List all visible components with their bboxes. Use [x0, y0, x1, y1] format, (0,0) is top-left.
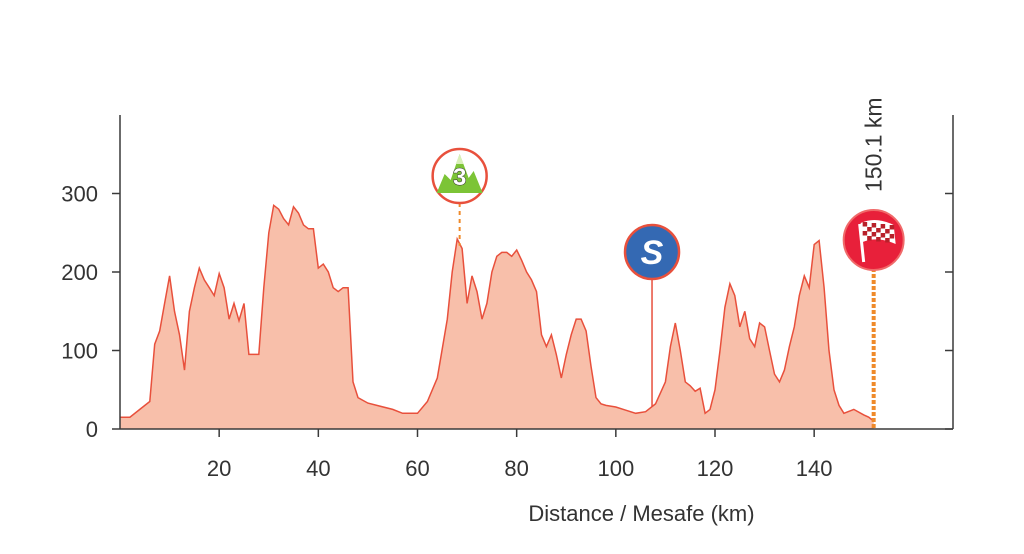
route-markers: 3 S 150.1 km: [431, 97, 905, 429]
x-tick-label: 60: [405, 456, 429, 481]
y-axis-ticks: 0 100 200 300: [61, 182, 953, 442]
finish-distance-label: 150.1 km: [861, 97, 887, 192]
x-tick-label: 20: [207, 456, 231, 481]
sprint-marker: S: [623, 223, 681, 407]
y-tick-label: 200: [61, 260, 98, 285]
elevation-line: [120, 203, 875, 422]
x-tick-label: 120: [697, 456, 734, 481]
x-axis-ticks: 20 40 60 80 100 120 140: [207, 429, 833, 481]
x-tick-label: 40: [306, 456, 330, 481]
elevation-area: [120, 205, 874, 429]
y-tick-label: 300: [61, 182, 98, 207]
finish-marker: 150.1 km: [842, 97, 905, 429]
climb-marker: 3: [431, 147, 488, 246]
x-axis-title: Distance / Mesafe (km): [528, 501, 754, 526]
x-tick-label: 100: [597, 456, 634, 481]
y-tick-label: 0: [86, 417, 98, 442]
sprint-icon: [623, 223, 681, 281]
sprint-label: S: [641, 234, 664, 272]
climb-category-label: 3: [453, 164, 466, 191]
x-tick-label: 80: [504, 456, 528, 481]
x-tick-label: 140: [796, 456, 833, 481]
y-tick-label: 100: [61, 339, 98, 364]
mountain-icon: [436, 154, 483, 193]
checkered-flag-icon: [858, 219, 896, 263]
